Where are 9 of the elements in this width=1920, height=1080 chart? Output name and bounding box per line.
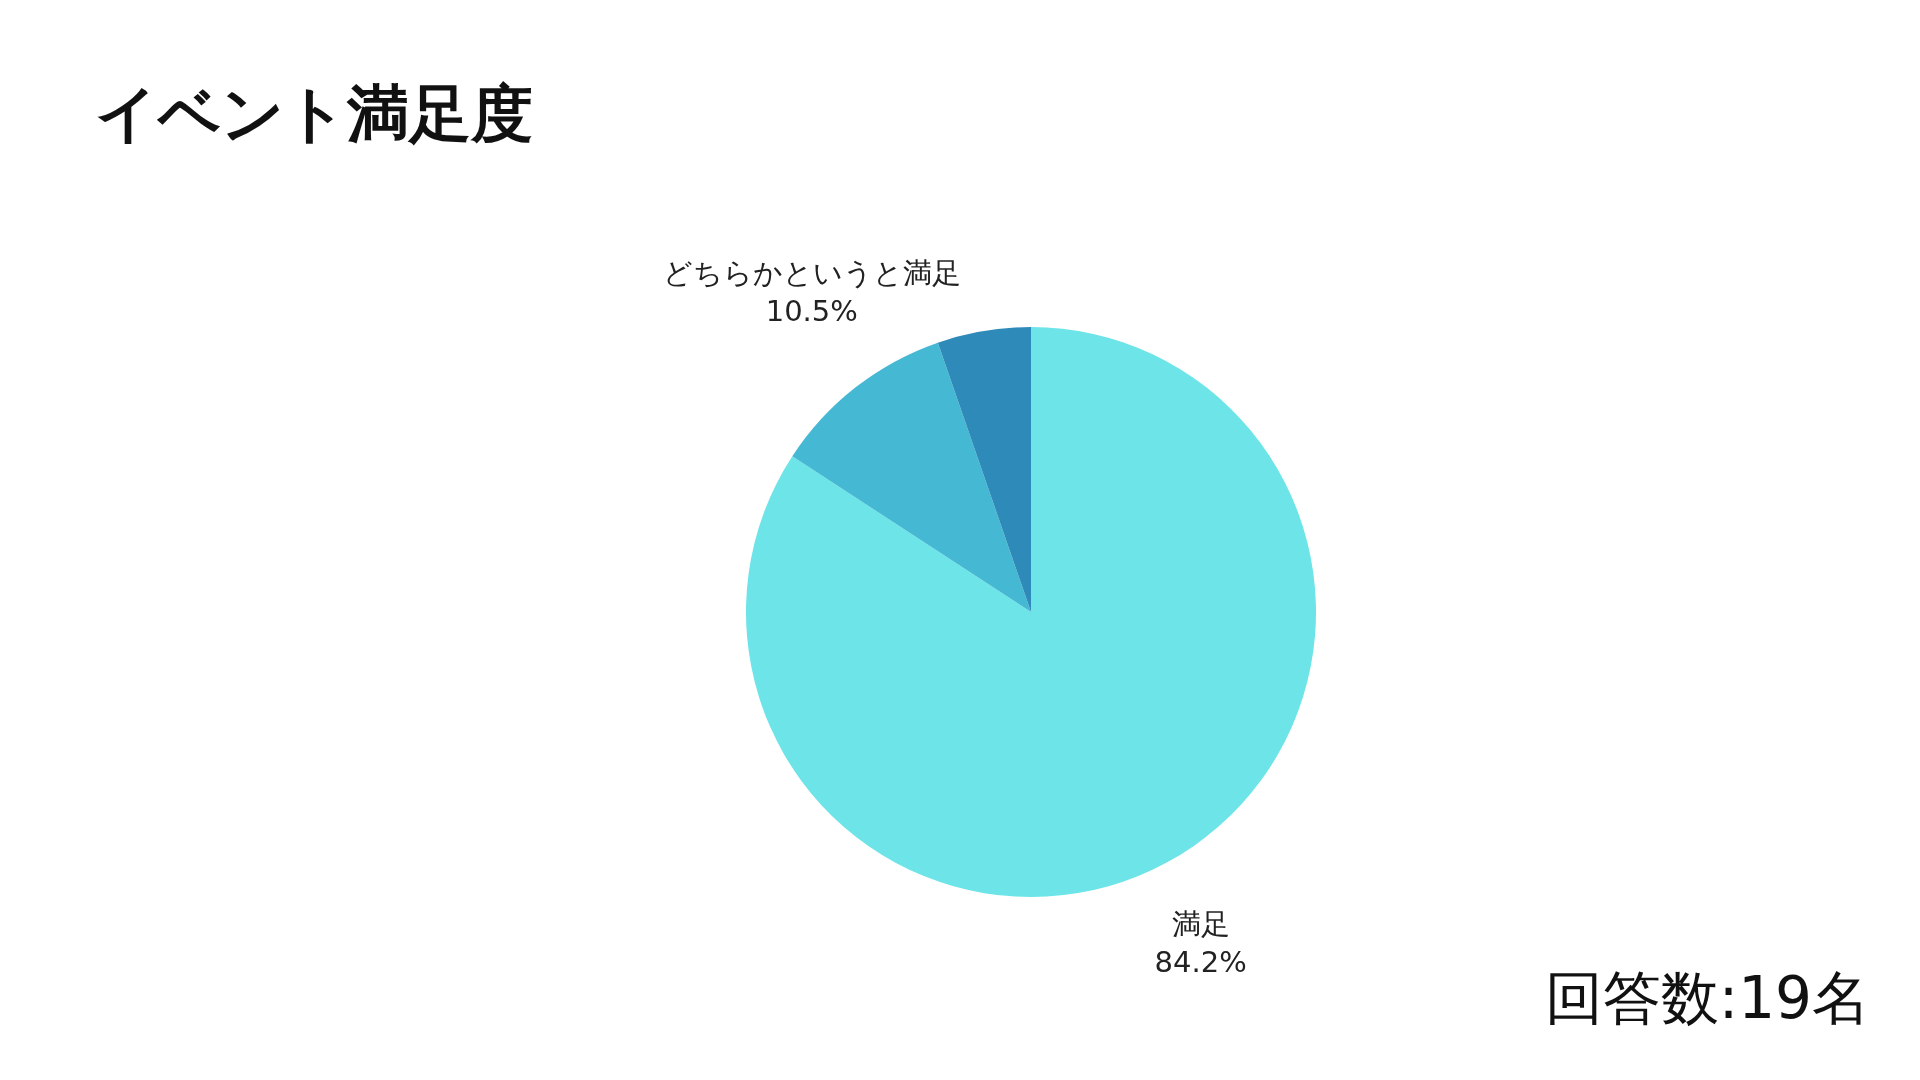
pie-slice bbox=[746, 327, 1316, 897]
data-label: 10.5% bbox=[765, 294, 858, 329]
pie-slice bbox=[937, 327, 1031, 612]
slice-label: 満足 bbox=[1171, 907, 1230, 942]
pie-slice bbox=[792, 342, 1031, 612]
text: 回答数:19名 bbox=[1544, 964, 1870, 1032]
chart-title: イベント満足度 bbox=[95, 77, 533, 150]
slice-label: どちらかというと満足 bbox=[662, 256, 961, 291]
data-label: 84.2% bbox=[1154, 945, 1247, 980]
